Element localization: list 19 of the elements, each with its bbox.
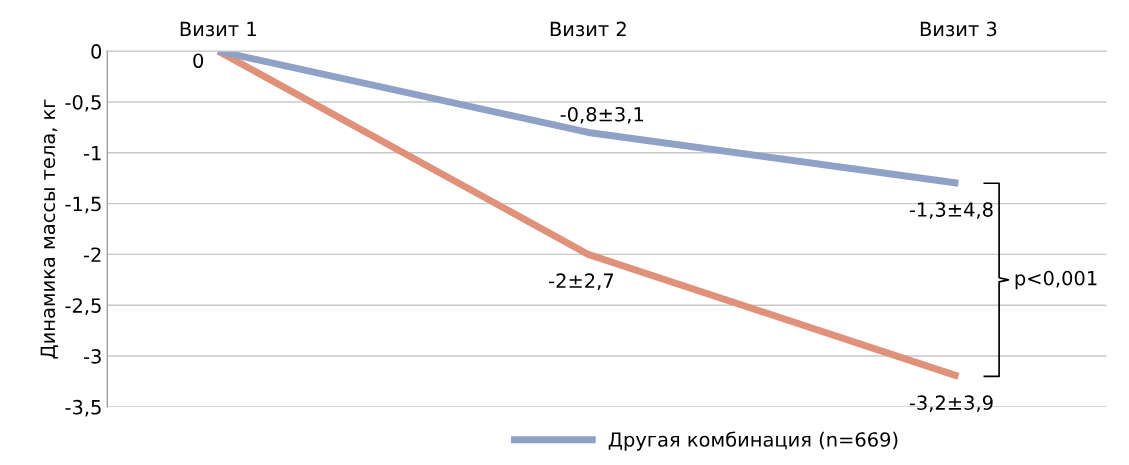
data-label: -3,2±3,9 — [909, 395, 993, 412]
y-tick-label: -2,5 — [65, 298, 101, 315]
y-axis-title: Динамика массы тела, кг — [40, 99, 58, 359]
y-tick-label: -0,5 — [65, 94, 101, 112]
x-tick-label: Визит 1 — [180, 21, 256, 37]
y-tick-label: -2 — [83, 247, 101, 262]
x-tick-label: Визит 2 — [550, 21, 626, 37]
data-label: -1,3±4,8 — [909, 202, 993, 219]
data-label: -0,8±3,1 — [560, 106, 644, 124]
legend-label: Другая комбинация (n=669) — [608, 431, 898, 451]
y-tick-label: 0 — [91, 44, 102, 59]
y-tick-label: -3,5 — [65, 399, 101, 417]
y-tick-label: -3 — [83, 349, 101, 364]
y-tick-label: -1,5 — [65, 196, 101, 214]
data-label: 0 — [193, 53, 204, 69]
data-label: -2±2,7 — [549, 273, 614, 291]
x-tick-label: Визит 3 — [920, 21, 997, 37]
y-tick-label: -1 — [83, 146, 101, 161]
annotation: p<0,001 — [1015, 270, 1097, 290]
